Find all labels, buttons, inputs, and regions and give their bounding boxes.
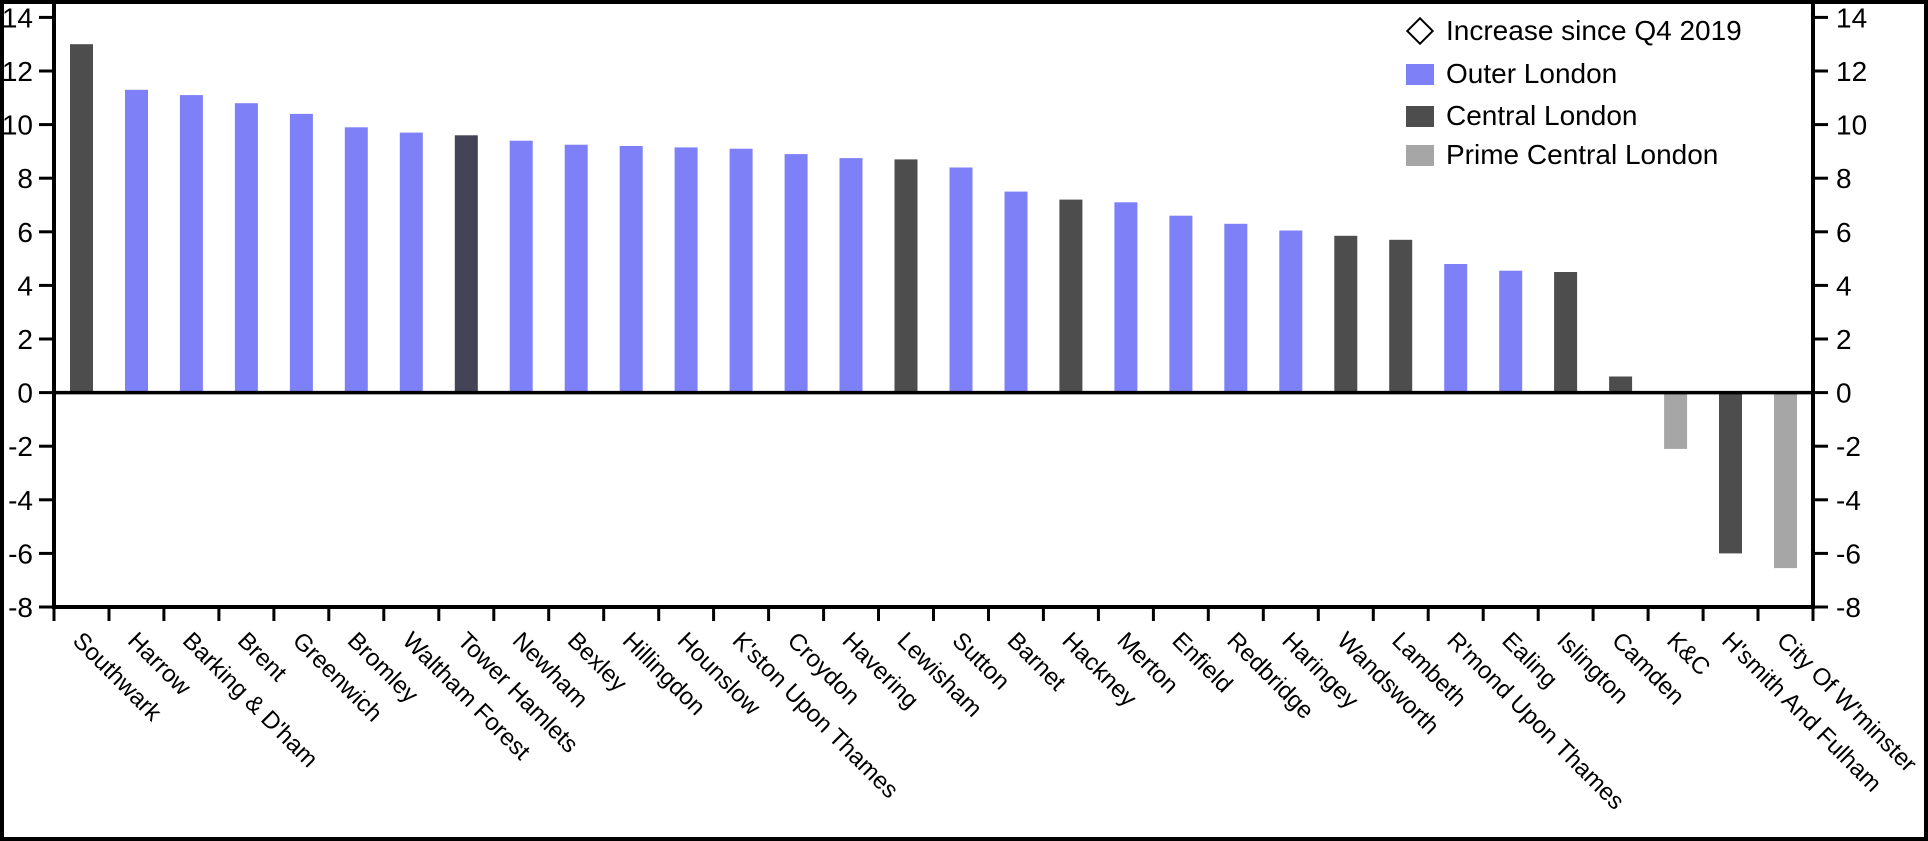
bar-bromley bbox=[344, 127, 368, 393]
bar-hackney bbox=[1059, 199, 1083, 393]
y-tick-label-left: 0 bbox=[17, 378, 33, 409]
bar-h-smith-and-fulham bbox=[1719, 392, 1742, 554]
bar-harrow bbox=[125, 89, 148, 393]
y-tick-label-left: 14 bbox=[2, 2, 33, 33]
bar-hounslow bbox=[674, 147, 698, 393]
legend-item-outer-london: Outer London bbox=[1406, 52, 1742, 96]
diamond-outline-icon bbox=[1405, 16, 1435, 46]
bar-newham bbox=[509, 140, 533, 393]
bar-islington bbox=[1554, 272, 1578, 393]
central-london-swatch-icon bbox=[1406, 105, 1434, 127]
x-label-enfield: Enfield bbox=[1167, 627, 1238, 698]
bar-tower-hamlets bbox=[454, 135, 478, 393]
y-tick-label-left: 6 bbox=[17, 217, 33, 248]
bar-merton bbox=[1114, 202, 1138, 393]
y-tick-label-right: 6 bbox=[1836, 217, 1852, 248]
y-tick-label-left: -6 bbox=[8, 538, 33, 569]
bar-k-c bbox=[1664, 392, 1688, 449]
legend: Increase since Q4 2019 Outer London Cent… bbox=[1405, 10, 1742, 174]
legend-label: Increase since Q4 2019 bbox=[1446, 15, 1742, 46]
y-tick-label-left: 10 bbox=[2, 110, 33, 141]
y-tick-label-left: 4 bbox=[17, 270, 33, 301]
bar-haringey bbox=[1279, 230, 1303, 393]
y-tick-label-right: 12 bbox=[1836, 56, 1867, 87]
bar-sutton bbox=[949, 167, 973, 393]
y-tick-label-right: -8 bbox=[1836, 592, 1861, 623]
outer-london-swatch-icon bbox=[1406, 63, 1434, 85]
bar-lambeth bbox=[1389, 239, 1413, 393]
y-tick-label-left: 8 bbox=[17, 163, 33, 194]
bar-havering bbox=[839, 158, 863, 393]
legend-marker-cell bbox=[1406, 144, 1438, 166]
bar-bexley bbox=[564, 144, 588, 393]
bar-ealing bbox=[1499, 270, 1523, 393]
legend-label: Central London bbox=[1446, 100, 1638, 131]
y-tick-label-right: 10 bbox=[1836, 110, 1867, 141]
y-tick-label-right: -2 bbox=[1836, 431, 1861, 462]
bar-enfield bbox=[1169, 215, 1193, 393]
x-label-barnet: Barnet bbox=[1002, 627, 1071, 696]
y-tick-label-left: 2 bbox=[17, 324, 33, 355]
legend-label: Outer London bbox=[1446, 58, 1618, 89]
bar-r-mond-upon-thames bbox=[1444, 264, 1468, 393]
bar-brent bbox=[234, 103, 258, 393]
bar-k-ston-upon-thames bbox=[729, 148, 753, 393]
y-tick-label-right: -4 bbox=[1836, 485, 1861, 516]
legend-item-central-london: Central London bbox=[1406, 96, 1742, 136]
legend-marker-cell bbox=[1405, 16, 1438, 46]
bar-greenwich bbox=[289, 113, 313, 393]
bar-wandsworth bbox=[1334, 235, 1358, 393]
y-tick-label-right: 0 bbox=[1836, 378, 1852, 409]
prime-central-london-swatch-icon bbox=[1406, 144, 1434, 166]
legend-item-increase-since-q4-2019: Increase since Q4 2019 bbox=[1405, 10, 1742, 52]
bar-city-of-w-minster bbox=[1774, 392, 1797, 569]
legend-marker-cell bbox=[1406, 63, 1438, 85]
bar-barking-d-ham bbox=[179, 95, 203, 393]
y-tick-label-right: 4 bbox=[1836, 270, 1852, 301]
bar-croydon bbox=[784, 154, 808, 393]
y-tick-label-right: 2 bbox=[1836, 324, 1852, 355]
y-tick-label-right: 8 bbox=[1836, 163, 1852, 194]
bar-waltham-forest bbox=[399, 132, 423, 393]
legend-marker-cell bbox=[1406, 105, 1438, 127]
bar-redbridge bbox=[1224, 223, 1248, 393]
bar-hillingdon bbox=[619, 146, 643, 393]
y-tick-label-left: -4 bbox=[8, 485, 33, 516]
bar-camden bbox=[1609, 376, 1633, 393]
legend-item-prime-central-london: Prime Central London bbox=[1406, 136, 1742, 174]
y-tick-label-left: -8 bbox=[8, 592, 33, 623]
bar-barnet bbox=[1004, 191, 1028, 393]
y-tick-label-right: -6 bbox=[1836, 538, 1861, 569]
y-tick-label-right: 14 bbox=[1836, 2, 1867, 33]
y-tick-label-left: -2 bbox=[8, 431, 33, 462]
bar-lewisham bbox=[894, 159, 918, 393]
legend-label: Prime Central London bbox=[1446, 139, 1719, 170]
y-tick-label-left: 12 bbox=[2, 56, 33, 87]
bar-southwark bbox=[70, 44, 93, 393]
